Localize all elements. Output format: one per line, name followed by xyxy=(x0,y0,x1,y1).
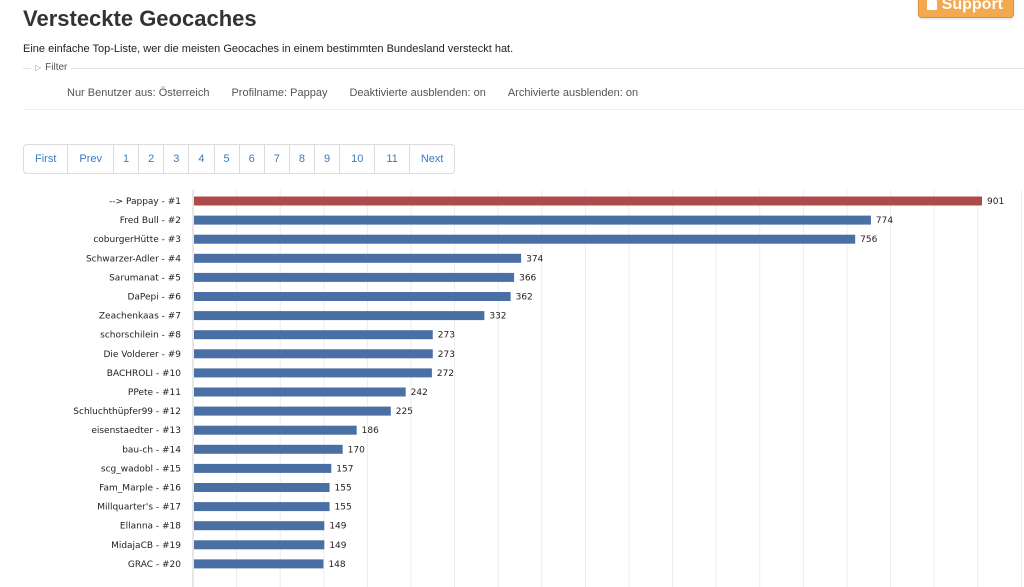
filter-toggle[interactable]: ▷ Filter xyxy=(31,62,72,73)
pagination: First Prev 1 2 3 4 5 6 7 8 9 10 11 Next xyxy=(23,144,456,174)
bar-5 xyxy=(194,272,515,282)
value-label-14: 170 xyxy=(348,445,365,455)
value-label-10: 272 xyxy=(437,369,454,379)
category-label-5: Sarumanat - #5 xyxy=(109,273,181,283)
bar-14 xyxy=(194,444,343,454)
support-icon xyxy=(926,0,937,10)
pager-page-5[interactable]: 5 xyxy=(215,145,240,173)
value-label-11: 242 xyxy=(411,388,428,398)
value-label-13: 186 xyxy=(362,426,379,436)
value-label-3: 756 xyxy=(860,235,877,245)
pager-page-3[interactable]: 3 xyxy=(164,145,190,173)
value-label-18: 149 xyxy=(329,522,346,532)
pager-first[interactable]: First xyxy=(24,145,69,173)
filter-archived: Archivierte ausblenden: on xyxy=(507,87,639,99)
ranking-bar-chart: --> Pappay - #1 901 Fred Bull - #2 774 cobur… xyxy=(73,190,1022,587)
filter-panel: ▷ Filter Nur Benutzer aus: Österreich Pr… xyxy=(23,62,1024,110)
filter-label: Filter xyxy=(45,62,68,73)
page-title: Versteckte Geocaches xyxy=(23,6,257,31)
filter-country: Nur Benutzer aus: Österreich xyxy=(67,87,210,99)
category-label-11: PPete - #11 xyxy=(128,388,181,398)
value-label-9: 273 xyxy=(438,350,455,360)
value-label-5: 366 xyxy=(519,273,536,283)
value-label-19: 149 xyxy=(329,541,346,551)
category-label-14: bau-ch - #14 xyxy=(122,445,181,455)
bar-15 xyxy=(194,463,332,473)
category-label-17: Millquarter's - #17 xyxy=(97,503,181,513)
filter-values: Nur Benutzer aus: Österreich Profilname:… xyxy=(67,87,638,99)
category-label-18: Ellanna - #18 xyxy=(120,522,181,532)
bar-12 xyxy=(194,406,391,416)
pager-page-2[interactable]: 2 xyxy=(139,145,165,173)
pager-next[interactable]: Next xyxy=(420,153,444,165)
support-label: Support xyxy=(941,0,1003,13)
category-label-15: scg_wadobl - #15 xyxy=(101,464,181,474)
bar-11 xyxy=(194,387,406,397)
bar-4 xyxy=(194,253,522,263)
pager-page-4[interactable]: 4 xyxy=(189,145,215,173)
bar-8 xyxy=(194,330,433,340)
bar-9 xyxy=(194,349,433,359)
category-label-19: MidajaCB - #19 xyxy=(111,541,181,551)
pager-page-6[interactable]: 6 xyxy=(240,145,265,173)
value-label-6: 362 xyxy=(516,293,533,303)
triangle-right-icon: ▷ xyxy=(35,63,42,72)
support-button[interactable]: Support xyxy=(917,0,1014,18)
bar-13 xyxy=(194,425,357,435)
pager-page-1[interactable]: 1 xyxy=(114,145,140,173)
bar-16 xyxy=(194,483,330,492)
bar-18 xyxy=(194,521,325,531)
bar-2 xyxy=(194,215,871,225)
value-label-12: 225 xyxy=(396,407,413,417)
category-label-1: --> Pappay - #1 xyxy=(109,197,181,207)
bar-6 xyxy=(194,292,511,301)
category-label-2: Fred Bull - #2 xyxy=(120,216,181,226)
bar-10 xyxy=(194,368,432,378)
pager-page-7[interactable]: 7 xyxy=(265,145,290,173)
category-label-12: Schluchthüpfer99 - #12 xyxy=(73,407,181,417)
value-label-1: 901 xyxy=(987,197,1004,207)
value-label-8: 273 xyxy=(438,331,455,341)
bar-20 xyxy=(194,559,324,569)
value-label-16: 155 xyxy=(335,484,352,494)
bar-1 xyxy=(194,196,982,206)
value-label-15: 157 xyxy=(336,464,353,474)
bar-3 xyxy=(194,234,856,244)
page-subtitle: Eine einfache Top-Liste, wer die meisten… xyxy=(23,43,514,55)
category-label-10: BACHROLI - #10 xyxy=(107,369,181,379)
pager-page-11[interactable]: 11 xyxy=(375,145,410,173)
pager-page-9[interactable]: 9 xyxy=(315,145,341,173)
category-label-6: DaPepi - #6 xyxy=(127,293,181,303)
value-label-20: 148 xyxy=(328,560,345,570)
value-label-17: 155 xyxy=(335,503,352,513)
category-label-3: coburgerHütte - #3 xyxy=(93,235,181,245)
filter-profile: Profilname: Pappay xyxy=(231,87,328,99)
category-label-8: schorschilein - #8 xyxy=(100,331,181,341)
filter-deactivated: Deaktivierte ausblenden: on xyxy=(349,87,486,99)
category-label-7: Zeachenkaas - #7 xyxy=(99,312,181,322)
bar-19 xyxy=(194,540,325,550)
bar-7 xyxy=(194,311,485,321)
bar-17 xyxy=(194,502,330,512)
pager-page-8[interactable]: 8 xyxy=(290,145,316,173)
value-label-2: 774 xyxy=(876,216,893,226)
pager-prev[interactable]: Prev xyxy=(68,145,115,173)
category-label-16: Fam_Marple - #16 xyxy=(99,484,181,494)
category-label-20: GRAC - #20 xyxy=(128,560,181,570)
category-label-9: Die Volderer - #9 xyxy=(103,350,181,360)
pager-page-10[interactable]: 10 xyxy=(340,145,376,173)
category-label-13: eisenstaedter - #13 xyxy=(91,426,181,436)
category-label-4: Schwarzer-Adler - #4 xyxy=(86,254,181,264)
value-label-7: 332 xyxy=(489,312,506,322)
value-label-4: 374 xyxy=(526,254,543,264)
